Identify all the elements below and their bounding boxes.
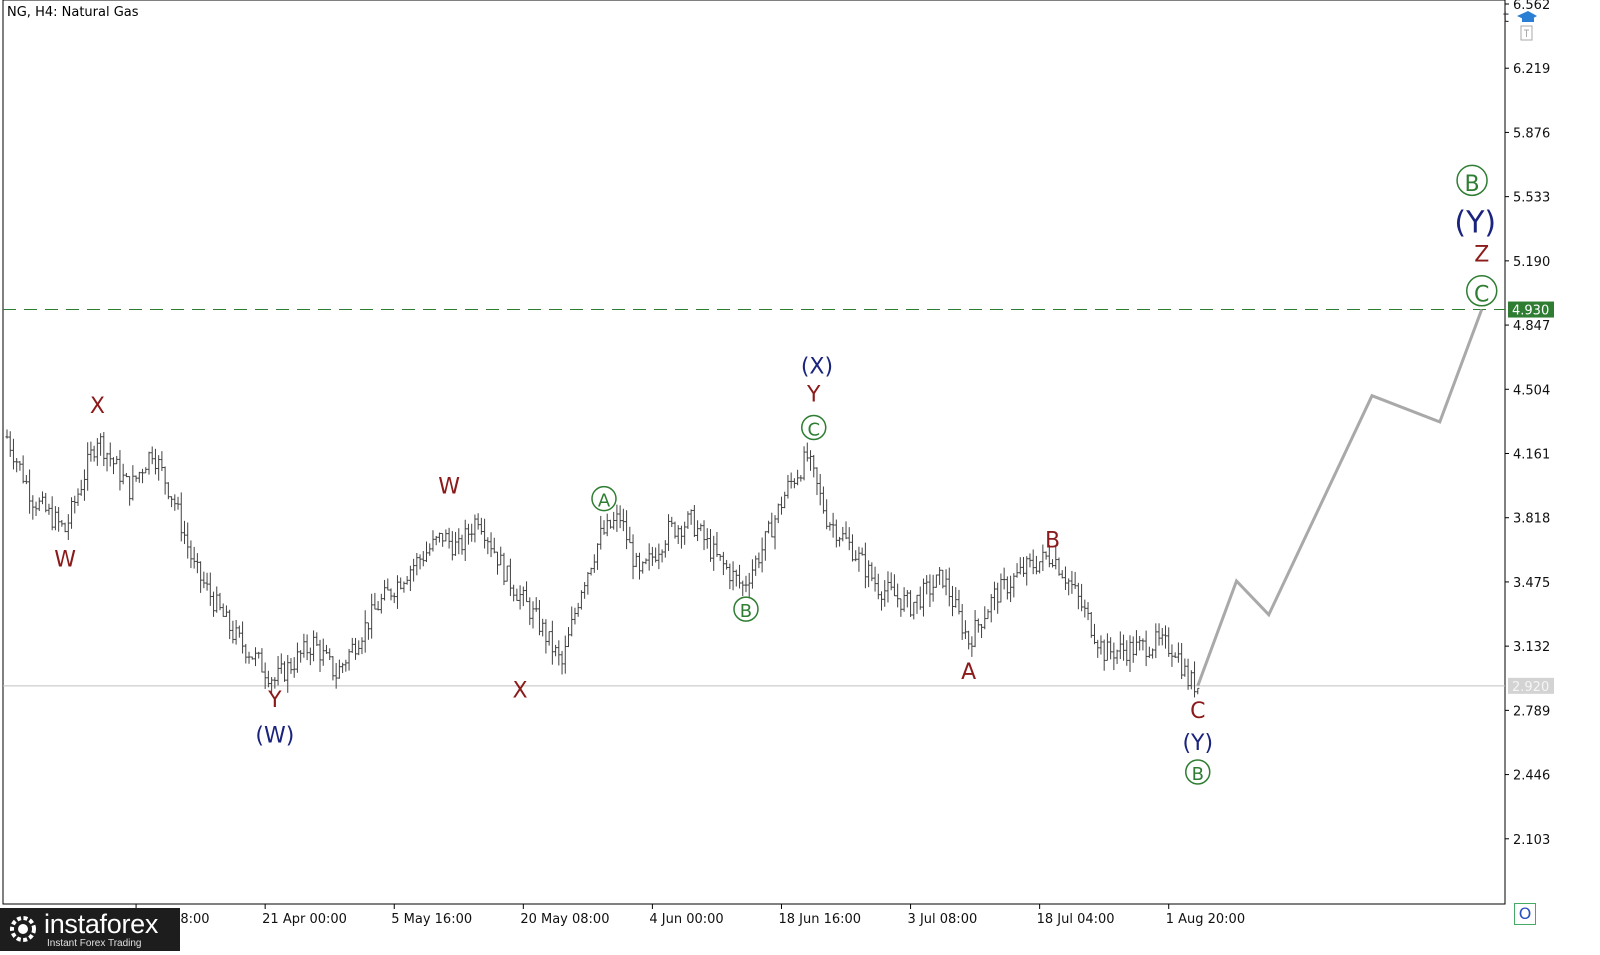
price-tick-label: 3.818 [1513, 512, 1550, 527]
price-level-badge [1508, 301, 1554, 318]
time-tick-label: 5 May 16:00 [391, 912, 472, 927]
watermark-tagline: Instant Forex Trading [47, 938, 142, 949]
wave-label: A [598, 491, 611, 512]
wave-label: B [1192, 764, 1204, 785]
corner-top-letter: t [1503, 8, 1509, 26]
price-level-badge [1508, 677, 1554, 694]
wave-label: (Y) [1182, 731, 1213, 756]
wave-label: Y [806, 383, 821, 408]
time-tick-label: 18 Jul 04:00 [1037, 912, 1115, 927]
gear-logo-icon [10, 916, 36, 942]
wave-label-circle [1456, 164, 1488, 197]
wave-label: C [807, 419, 820, 440]
price-tick-label: 5.876 [1513, 126, 1550, 141]
wave-label: Y [267, 688, 282, 713]
wave-label-circle [591, 485, 617, 512]
price-tick-label: 2.103 [1513, 833, 1550, 848]
wave-label: C [1190, 699, 1205, 724]
watermark: instaforex Instant Forex Trading [0, 908, 180, 951]
wave-label: (Y) [1454, 205, 1496, 240]
price-tick-label: 4.504 [1513, 383, 1550, 398]
time-tick-label: 20 May 08:00 [520, 912, 609, 927]
chart-title: NG, H4: Natural Gas [7, 5, 139, 20]
time-tick-label: 18 Jun 16:00 [778, 912, 861, 927]
price-level-label: 4.930 [1512, 304, 1549, 319]
time-tick-label: 3 Jul 08:00 [908, 912, 978, 927]
price-tick-label: 4.161 [1513, 448, 1550, 463]
price-tick-label: 5.533 [1513, 191, 1550, 206]
wave-label: X [513, 678, 528, 703]
price-tick-label: 3.475 [1513, 576, 1550, 591]
price-axis: 6.562 6.219 5.876 5.533 5.190 4.847 4.504 4.161… [1505, 0, 1554, 848]
price-tick-label: 2.446 [1513, 769, 1550, 784]
wave-label: Z [1474, 242, 1489, 267]
price-tick-label: 5.190 [1513, 255, 1550, 270]
wave-label: (W) [255, 723, 294, 748]
price-tick-label: 6.219 [1513, 62, 1550, 77]
wave-label: A [961, 660, 976, 685]
wave-label: B [1045, 529, 1060, 554]
price-tick-label: 4.847 [1513, 319, 1550, 334]
watermark-name: instaforex [44, 909, 159, 939]
price-bars [5, 429, 1200, 698]
price-tick-label: 2.789 [1513, 704, 1550, 719]
wave-label-circle [1185, 759, 1211, 785]
graduation-cap-icon [1517, 11, 1537, 41]
wave-label-circle [733, 596, 759, 622]
time-tick-label: 1 Aug 20:00 [1166, 912, 1245, 927]
projection-path [1196, 308, 1484, 687]
one-click-trading-icon[interactable]: t [1503, 8, 1537, 44]
time-tick-label: 4 Jun 00:00 [649, 912, 723, 927]
time-tick-label: 21 Apr 00:00 [262, 912, 347, 927]
wave-label: (X) [801, 355, 833, 380]
wave-label: X [90, 394, 105, 419]
wave-label: B [1465, 172, 1480, 197]
price-tick-label: 6.562 [1513, 0, 1550, 13]
price-levels [3, 309, 1505, 687]
wave-label: W [54, 547, 76, 572]
forecast-line[interactable] [1196, 308, 1484, 687]
wave-label: B [740, 601, 752, 622]
autoscroll-button[interactable]: O [1514, 903, 1536, 925]
wave-label-circle [801, 414, 827, 441]
wave-label-circle [1465, 275, 1498, 307]
price-tick-label: 3.132 [1513, 640, 1550, 655]
wave-label: W [438, 474, 460, 499]
wave-label: C [1474, 283, 1489, 308]
plot-frame [2, 0, 1506, 905]
price-level-label: 2.920 [1512, 680, 1549, 695]
